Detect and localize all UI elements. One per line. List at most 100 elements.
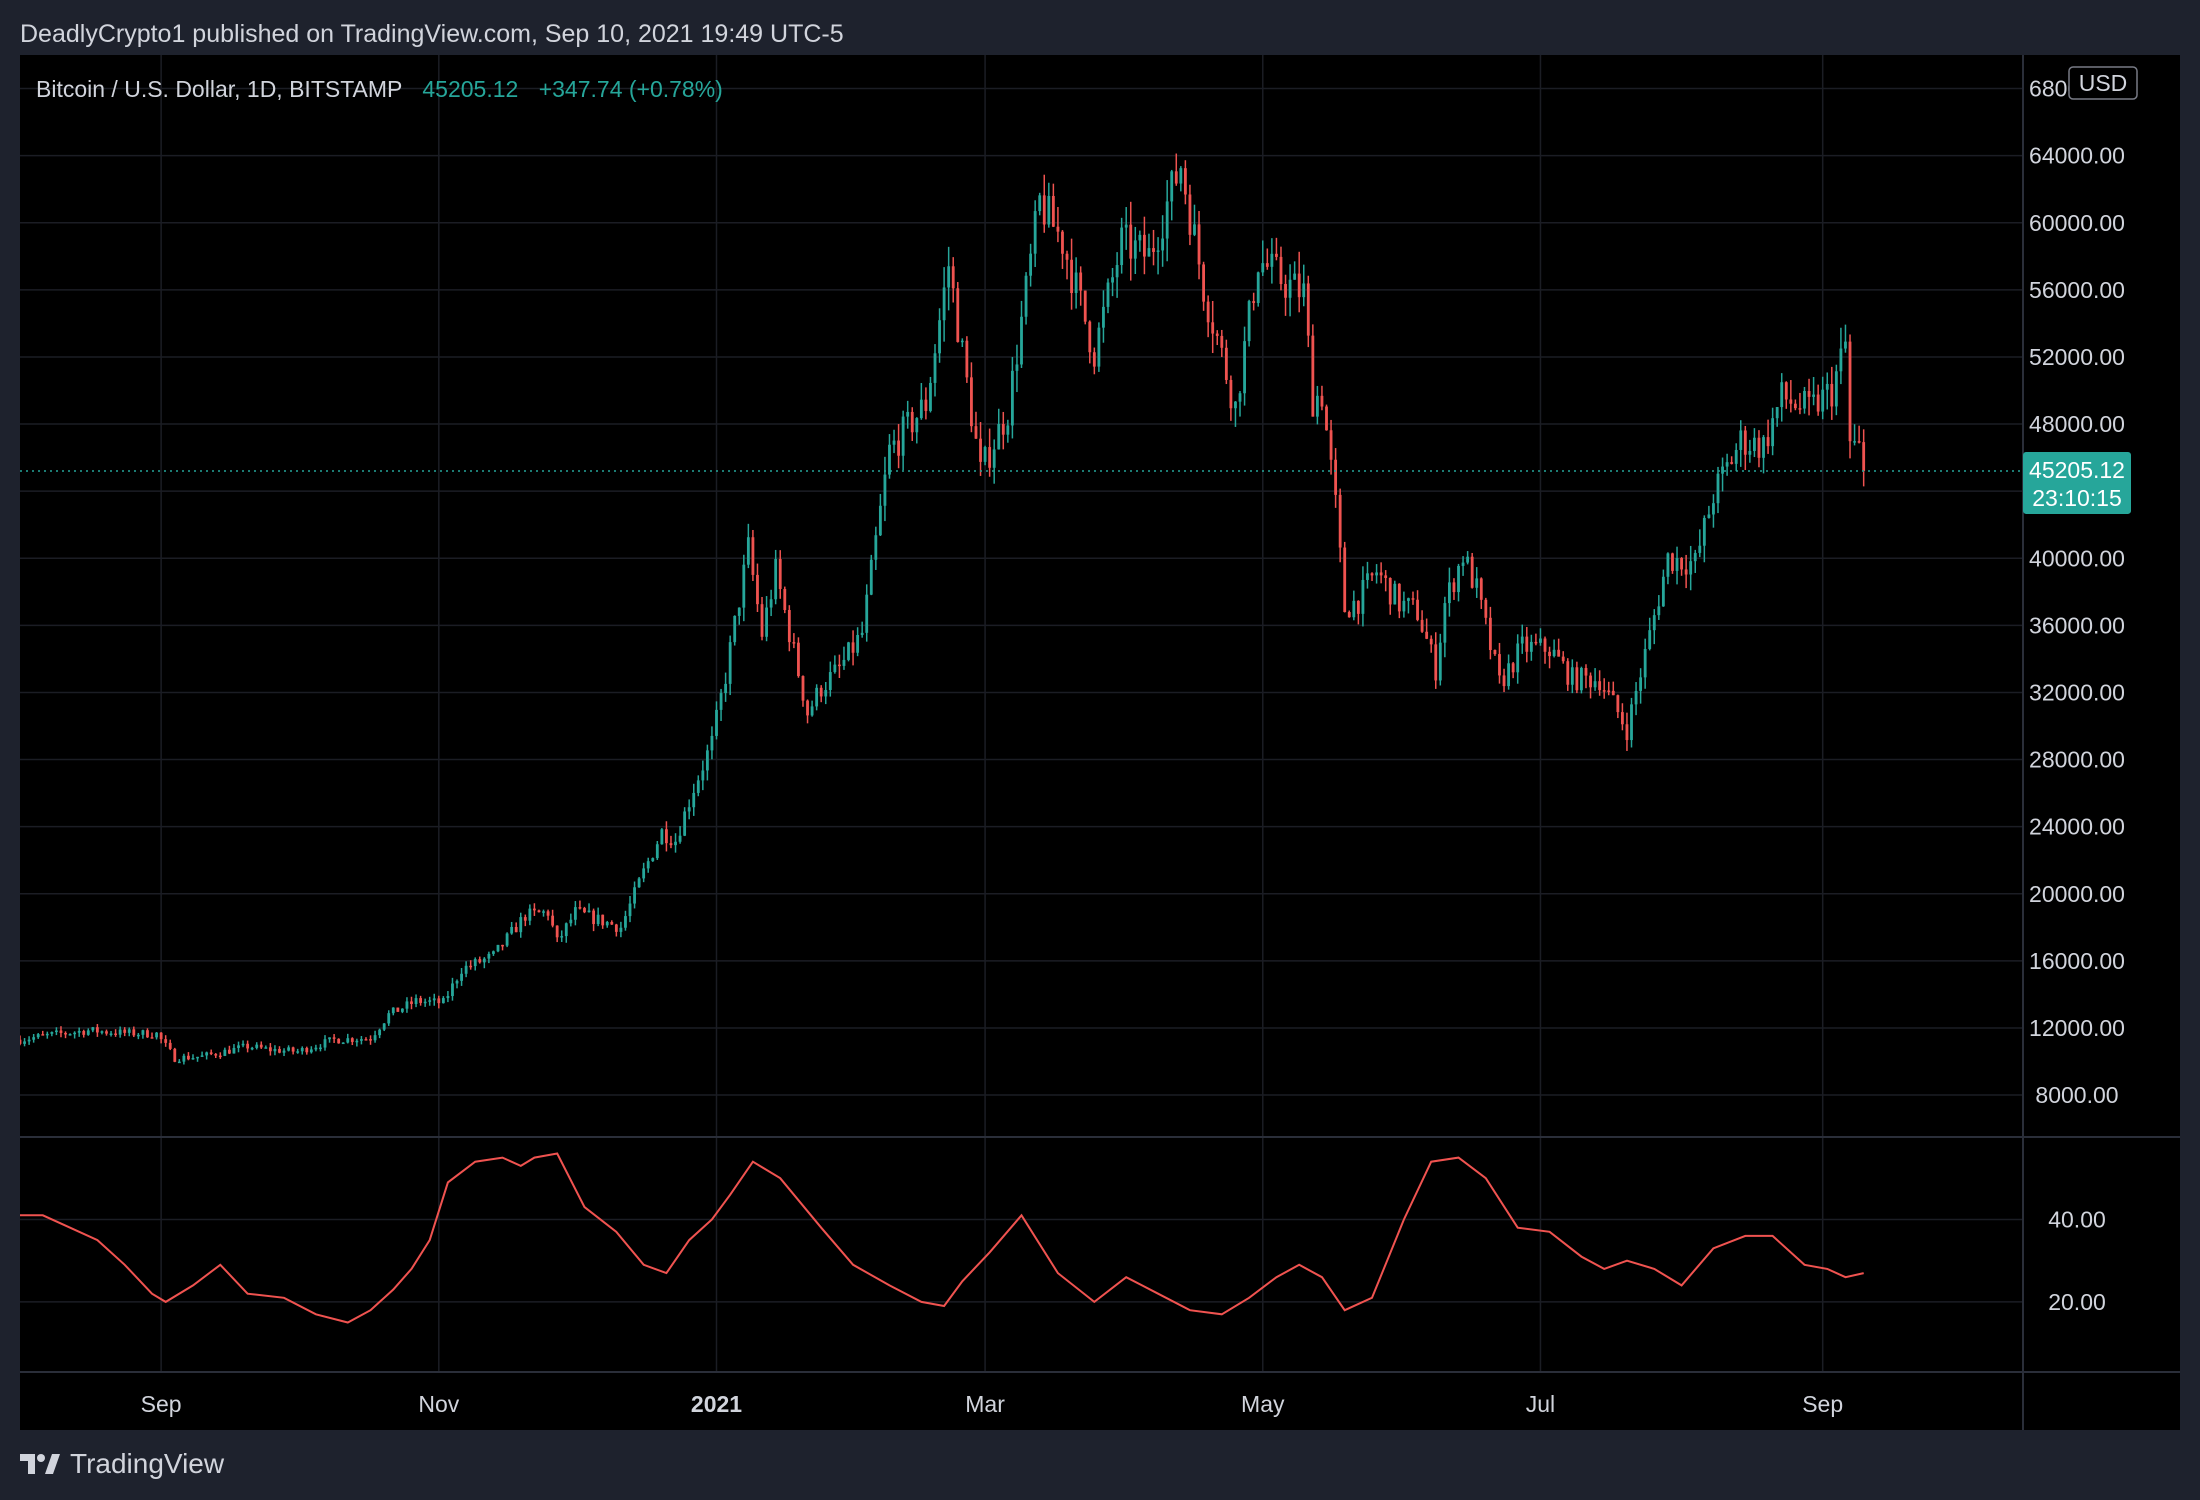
candle-body <box>73 1032 77 1035</box>
grid-lines <box>20 55 2023 1372</box>
candle-body <box>929 382 932 411</box>
currency-badge[interactable]: USD <box>2068 66 2138 100</box>
candle-body <box>560 936 564 938</box>
candle-body <box>847 642 850 660</box>
candle-body <box>573 907 577 920</box>
indicator-tick-label: 40.00 <box>2048 1206 2106 1232</box>
indicator-line <box>20 1152 1864 1324</box>
candle-body <box>314 1047 318 1050</box>
candle-body <box>678 835 682 842</box>
candle-body <box>296 1051 300 1053</box>
candle-body <box>41 1034 45 1036</box>
candle-body <box>100 1031 104 1033</box>
candle-body <box>209 1052 213 1054</box>
candle-body <box>1584 667 1588 676</box>
candle-body <box>1520 636 1524 644</box>
candle-body <box>1484 599 1488 618</box>
candle-body <box>897 440 900 456</box>
candle-body <box>1639 677 1643 691</box>
candle-body <box>1261 263 1265 273</box>
candle-body <box>1397 583 1401 612</box>
candle-body <box>1757 437 1761 458</box>
candle-body <box>1616 695 1620 713</box>
indicator-axis[interactable]: 20.00 40.00 <box>2048 1206 2106 1314</box>
candle-body <box>250 1047 254 1050</box>
candle-body <box>824 690 828 697</box>
candle-body <box>1393 583 1397 605</box>
candle-body <box>633 887 636 904</box>
tradingview-brand[interactable]: TradingView <box>20 1446 224 1482</box>
candle-body <box>173 1048 177 1062</box>
candle-body <box>583 908 586 913</box>
candle-body <box>596 914 600 925</box>
candle-body <box>1766 437 1770 447</box>
candle-body <box>1707 514 1711 518</box>
time-axis[interactable]: Sep Nov 2021 Mar May Jul Sep <box>141 1391 1844 1417</box>
candle-body <box>1256 272 1260 304</box>
candle-body <box>232 1047 236 1054</box>
candle-body <box>1598 681 1602 691</box>
candle-body <box>1133 240 1137 259</box>
currency-label: USD <box>2079 70 2128 96</box>
candle-body <box>123 1029 127 1033</box>
candle-body <box>1602 690 1606 692</box>
candle-body <box>1807 390 1811 397</box>
candle-body <box>1816 394 1820 412</box>
candle-body <box>20 1039 22 1044</box>
candle-body <box>1466 556 1470 563</box>
candle-body <box>1857 441 1861 443</box>
candle-body <box>378 1029 382 1036</box>
candle-body <box>610 921 614 925</box>
candle-body <box>105 1031 108 1034</box>
price-tick-label: 60000.00 <box>2029 210 2125 236</box>
candle-body <box>1197 224 1201 265</box>
candle-body <box>1325 406 1328 431</box>
candle-body <box>669 843 673 846</box>
candle-body <box>1420 619 1424 632</box>
candle-body <box>938 320 941 354</box>
candle-body <box>146 1030 149 1038</box>
candle-body <box>341 1042 345 1045</box>
candle-body <box>988 447 992 468</box>
candle-body <box>1170 171 1174 202</box>
candle-body <box>992 449 996 468</box>
candle-body <box>696 780 700 793</box>
candle-body <box>1006 425 1010 435</box>
candle-body <box>323 1039 327 1048</box>
candle-body <box>1334 459 1338 495</box>
chart-svg[interactable]: 8000.00 12000.00 16000.00 20000.00 24000.00 2… <box>20 55 2180 1430</box>
candle-body <box>191 1057 195 1060</box>
time-tick-label: Mar <box>965 1391 1005 1417</box>
candle-body <box>1265 263 1269 267</box>
price-tick-label: 48000.00 <box>2029 411 2125 437</box>
candle-body <box>555 925 559 938</box>
candle-body <box>1275 253 1278 257</box>
indicator-series-line <box>20 1152 1864 1324</box>
price-axis[interactable]: 8000.00 12000.00 16000.00 20000.00 24000.00 2… <box>2029 76 2125 1109</box>
candle-body <box>1693 552 1697 562</box>
price-tag-countdown: 23:10:15 <box>2032 485 2122 511</box>
candle-body <box>901 416 905 456</box>
candle-body <box>874 535 878 560</box>
candle-body <box>1793 403 1797 409</box>
pane-separators <box>20 55 2180 1430</box>
candle-body <box>360 1039 363 1041</box>
candle-body <box>1352 600 1356 618</box>
candle-body <box>1056 226 1060 232</box>
candle-body <box>851 642 855 653</box>
legend-symbol: Bitcoin / U.S. Dollar, 1D, BITSTAMP <box>36 76 402 102</box>
candle-body <box>141 1030 145 1035</box>
candle-body <box>1702 517 1706 546</box>
price-tick-label: 52000.00 <box>2029 344 2125 370</box>
chart-panel[interactable]: 8000.00 12000.00 16000.00 20000.00 24000.00 2… <box>20 55 2180 1430</box>
candle-body <box>1848 341 1852 442</box>
candle-body <box>1844 341 1847 349</box>
candle-body <box>1092 352 1096 367</box>
candle-body <box>1511 663 1515 673</box>
candle-body <box>1270 253 1274 267</box>
candle-body <box>1712 503 1715 515</box>
candle-body <box>1315 395 1319 417</box>
candle-body <box>1830 383 1834 407</box>
candle-body <box>551 915 555 926</box>
candle-body <box>1620 712 1624 725</box>
